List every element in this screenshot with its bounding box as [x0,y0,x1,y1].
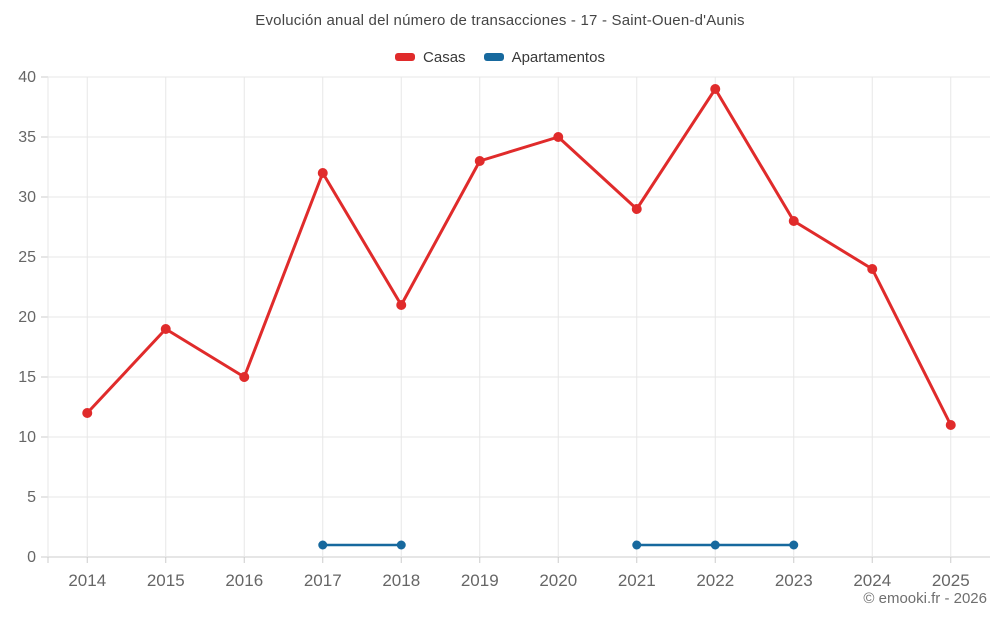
x-tick-label: 2022 [696,571,734,590]
y-tick-label: 35 [18,129,36,146]
data-point-casas-2018[interactable] [396,300,407,310]
x-tick-label: 2019 [461,571,499,590]
chart-title: Evolución anual del número de transaccio… [255,12,745,29]
x-tick-label: 2025 [932,571,970,590]
data-point-apartamentos-2018[interactable] [396,540,406,550]
y-tick-label: 30 [18,189,36,206]
x-tick-label: 2021 [618,571,656,590]
x-tick-label: 2014 [68,571,106,590]
legend-item-casas[interactable]: Casas [395,49,466,66]
data-point-apartamentos-2023[interactable] [789,540,799,550]
x-tick-label: 2015 [147,571,185,590]
y-tick-label: 5 [27,489,36,506]
x-tick-label: 2018 [382,571,420,590]
data-point-apartamentos-2022[interactable] [710,540,720,550]
x-tick-label: 2024 [853,571,891,590]
data-point-casas-2016[interactable] [239,372,250,382]
series-line-casas [85,87,953,427]
x-tick-label: 2017 [304,571,342,590]
copyright-text: © emooki.fr - 2026 [863,590,987,607]
data-point-casas-2024[interactable] [867,264,878,274]
y-tick-label: 25 [18,249,36,266]
y-tick-label: 10 [18,429,36,446]
y-tick-label: 0 [27,549,36,566]
data-point-casas-2017[interactable] [317,168,328,178]
data-point-apartamentos-2021[interactable] [632,540,642,550]
x-tick-label: 2023 [775,571,813,590]
y-tick-label: 40 [18,69,36,86]
data-point-casas-2022[interactable] [710,84,721,94]
data-point-casas-2025[interactable] [945,420,956,430]
legend: Casas Apartamentos [0,47,1000,67]
data-point-casas-2021[interactable] [631,204,642,214]
x-tick-label: 2020 [539,571,577,590]
legend-label-apartamentos: Apartamentos [511,48,605,66]
data-point-casas-2020[interactable] [553,132,564,142]
data-point-casas-2023[interactable] [788,216,799,226]
legend-label-casas: Casas [423,48,466,66]
data-point-casas-2014[interactable] [82,408,93,418]
data-point-casas-2015[interactable] [160,324,171,334]
legend-swatch-casas [395,53,416,61]
legend-swatch-apartamentos [483,53,504,61]
y-tick-label: 20 [18,309,36,326]
legend-item-apartamentos[interactable]: Apartamentos [483,48,605,66]
y-tick-label: 15 [18,369,36,386]
data-point-apartamentos-2017[interactable] [318,540,328,550]
data-point-casas-2019[interactable] [474,156,485,166]
x-tick-label: 2016 [225,571,263,590]
